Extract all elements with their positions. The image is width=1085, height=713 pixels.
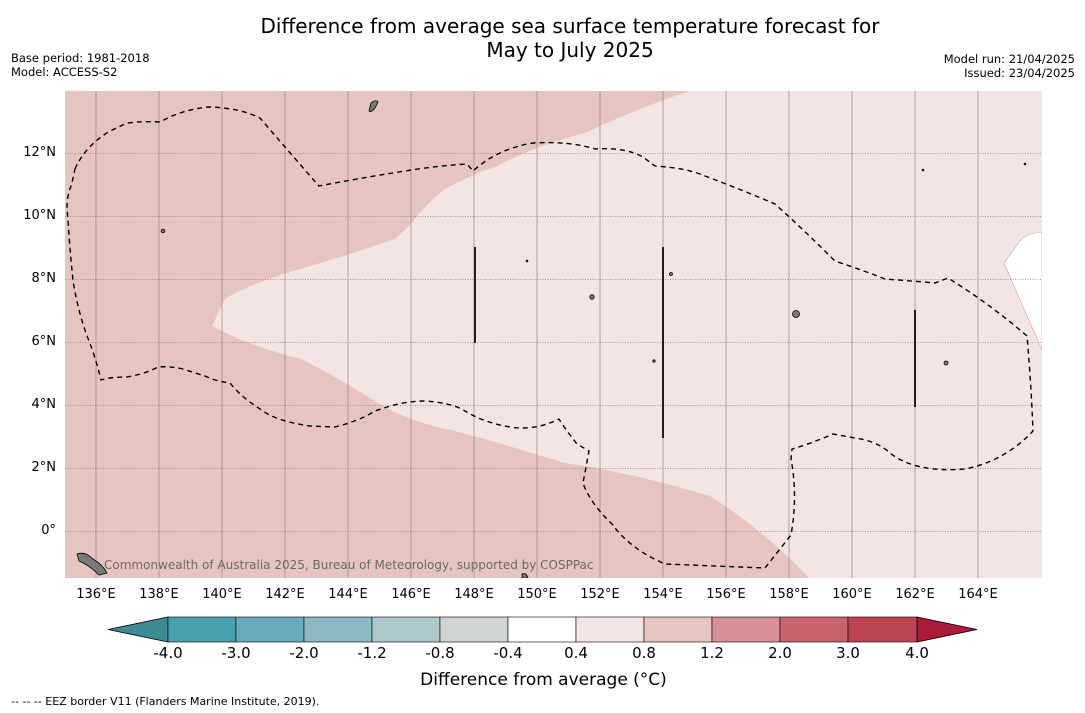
title-line-2: May to July 2025 [486, 38, 654, 62]
colorbar-tick-neg2: -2.0 [289, 644, 319, 662]
model-name: Model: ACCESS-S2 [11, 65, 118, 79]
colorbar-segment-2 [235, 616, 305, 643]
meta-right: Model run: 21/04/2025 Issued: 23/04/2025 [944, 52, 1075, 80]
colorbar-segment-10 [779, 616, 849, 643]
colorbar-tick-neg0-4: -0.4 [493, 644, 523, 662]
lat-label-6n: 6°N [31, 334, 57, 349]
meta-left: Base period: 1981-2018 Model: ACCESS-S2 [11, 51, 150, 79]
colorbar-tick-0-8: 0.8 [632, 644, 656, 662]
colorbar-segment-5 [439, 616, 509, 643]
colorbar [108, 616, 978, 643]
island-atoll-1 [669, 272, 673, 276]
colorbar-segment-3 [303, 616, 373, 643]
colorbar-tick-neg1-2: -1.2 [357, 644, 387, 662]
island-atoll-2 [652, 359, 656, 363]
lon-label-162e: 162°E [895, 587, 935, 602]
island-atoll-3 [525, 259, 529, 263]
map-title: Difference from average sea surface temp… [0, 14, 1085, 62]
colorbar-tick-1-2: 1.2 [700, 644, 724, 662]
issued-date: Issued: 23/04/2025 [964, 66, 1075, 80]
lon-label-146e: 146°E [391, 587, 431, 602]
lon-label-150e: 150°E [517, 587, 557, 602]
colorbar-tick-neg3: -3.0 [221, 644, 251, 662]
colorbar-segment-1 [167, 616, 237, 643]
colorbar-segment-11 [847, 616, 918, 643]
colorbar-tick-4-0: 4.0 [905, 644, 929, 662]
map-credit: Commonwealth of Australia 2025, Bureau o… [104, 558, 594, 572]
colorbar-tick-neg0-8: -0.8 [425, 644, 455, 662]
island-kosrae [943, 360, 949, 366]
eez-palau [66, 106, 1034, 569]
island-png-2 [521, 573, 529, 578]
lon-label-148e: 148°E [454, 587, 494, 602]
lon-label-160e: 160°E [832, 587, 872, 602]
colorbar-tick-neg4: -4.0 [153, 644, 183, 662]
colorbar-tick-3-0: 3.0 [836, 644, 860, 662]
colorbar-extend-low [108, 616, 169, 643]
island-pohnpei [792, 310, 800, 318]
lon-label-144e: 144°E [328, 587, 368, 602]
colorbar-tick-0-4: 0.4 [564, 644, 588, 662]
lon-label-142e: 142°E [265, 587, 305, 602]
lon-label-154e: 154°E [643, 587, 683, 602]
base-period: Base period: 1981-2018 [11, 51, 150, 65]
colorbar-label: Difference from average (°C) [420, 670, 667, 690]
islands [76, 100, 1027, 578]
lat-label-12n: 12°N [23, 145, 56, 160]
graticule [65, 153, 1042, 532]
lat-label-8n: 8°N [31, 271, 57, 286]
lon-label-152e: 152°E [580, 587, 620, 602]
colorbar-segment-6 [507, 616, 577, 643]
island-png-1 [76, 552, 108, 576]
colorbar-segment-9 [711, 616, 781, 643]
colorbar-segment-4 [371, 616, 441, 643]
colorbar-tick-2-0: 2.0 [768, 644, 792, 662]
lat-label-4n: 4°N [31, 397, 57, 412]
island-atoll-4 [921, 168, 925, 172]
boundary-lines [474, 247, 916, 438]
lat-label-10n: 10°N [23, 208, 56, 223]
eez-border [66, 106, 1034, 569]
lon-label-138e: 138°E [139, 587, 179, 602]
anomaly-band-low [212, 91, 1042, 578]
colorbar-segment-8 [643, 616, 713, 643]
island-yap [160, 228, 166, 234]
eez-footnote: -- -- -- EEZ border V11 (Flanders Marine… [11, 695, 320, 708]
lon-label-140e: 140°E [202, 587, 242, 602]
lat-label-2n: 2°N [31, 460, 57, 475]
island-guam [368, 100, 379, 112]
island-chuuk [589, 294, 595, 300]
model-run: Model run: 21/04/2025 [943, 52, 1075, 66]
colorbar-extend-high [916, 616, 978, 643]
lon-label-136e: 136°E [76, 587, 116, 602]
sst-anomaly-map[interactable] [65, 91, 1042, 578]
title-line-1: Difference from average sea surface temp… [260, 14, 880, 38]
lon-label-164e: 164°E [958, 587, 998, 602]
colorbar-segment-7 [575, 616, 645, 643]
lat-label-0: 0° [41, 523, 56, 538]
island-atoll-5 [1023, 162, 1027, 166]
lon-label-158e: 158°E [769, 587, 809, 602]
lon-label-156e: 156°E [706, 587, 746, 602]
anomaly-band-neutral [1003, 231, 1042, 351]
